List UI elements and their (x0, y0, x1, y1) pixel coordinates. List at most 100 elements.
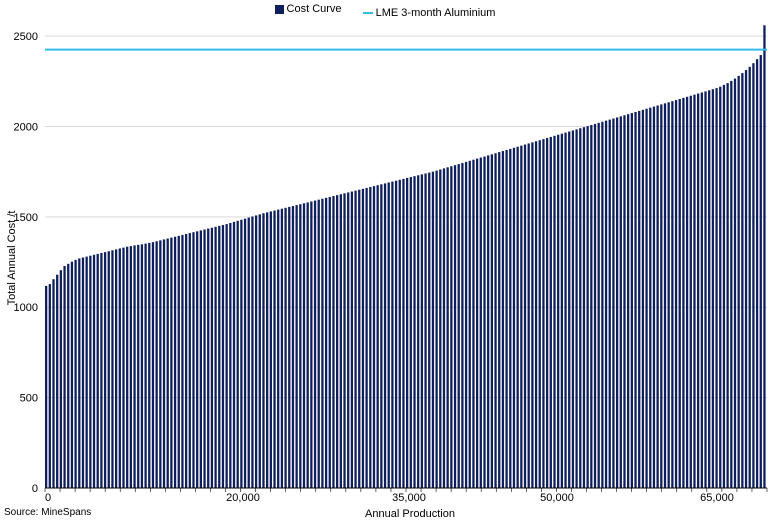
cost-curve-bar (107, 251, 110, 488)
cost-curve-bar (468, 160, 471, 489)
cost-curve-bar (582, 127, 586, 488)
cost-curve-bar (693, 94, 696, 489)
cost-curve-bar (166, 238, 169, 488)
legend-label-cost-curve: Cost Curve (286, 3, 342, 15)
cost-curve-bar (501, 151, 505, 489)
cost-curve-bar (424, 173, 427, 488)
x-tick-label: 35,000 (392, 492, 426, 504)
cost-curve-bar (733, 78, 737, 489)
cost-curve-bar (678, 98, 681, 488)
cost-curve-bar (137, 244, 140, 488)
cost-curve-bar (420, 174, 424, 488)
cost-curve-bar (450, 166, 453, 488)
cost-curve-bar (490, 154, 494, 489)
cost-curve-bar (630, 113, 633, 488)
cost-curve-bar (114, 249, 118, 488)
cost-curve-bar (674, 100, 678, 489)
cost-curve-bar (273, 210, 276, 488)
cost-curve-bar (221, 224, 225, 488)
cost-curve-bar (608, 119, 611, 488)
cost-curve-bar (210, 227, 214, 488)
cost-curve-bar (645, 108, 648, 488)
cost-curve-bar (601, 121, 604, 488)
cost-curve-bar (472, 159, 475, 488)
cost-curve-bar (188, 233, 191, 488)
cost-curve-bar (475, 158, 479, 488)
cost-curve-bar (214, 226, 217, 489)
cost-curve-bar (730, 80, 733, 489)
cost-curve-bar (243, 218, 247, 488)
cost-curve-bar (527, 143, 530, 488)
cost-curve-bar (280, 208, 284, 488)
cost-curve-bar (225, 224, 228, 489)
cost-curve-bar (593, 123, 597, 488)
cost-curve-bar (512, 147, 516, 489)
cost-curve-bar (100, 253, 103, 488)
cost-curve-bar (656, 105, 659, 488)
cost-curve-bar (251, 216, 254, 488)
cost-curve-bar (711, 89, 715, 488)
cost-curve-bar (545, 138, 549, 488)
cost-curve-bar (258, 214, 261, 489)
cost-curve-bar (604, 120, 608, 488)
cost-curve-bar (487, 155, 490, 488)
cost-curve-bar (155, 241, 158, 488)
cost-curve-bar (59, 270, 63, 488)
cost-curve-bar (332, 196, 335, 489)
cost-curve-bar (715, 88, 718, 488)
y-axis-title: Total Annual Cost /t (6, 210, 18, 306)
cost-curve-bar (118, 248, 121, 488)
cost-curve-bar (641, 109, 645, 488)
x-tick-label: 50,000 (540, 492, 574, 504)
y-tick-label: 2000 (14, 121, 38, 133)
cost-curve-bar (409, 177, 412, 489)
cost-curve-bar (302, 203, 306, 489)
cost-curve-bar (615, 117, 619, 488)
cost-curve-bars (45, 25, 766, 489)
cost-curve-bar (667, 102, 670, 488)
cost-curve-bar (236, 220, 239, 489)
cost-curve-bar (612, 118, 615, 488)
cost-curve-bar (568, 131, 571, 488)
cost-curve-bar (483, 156, 486, 488)
cost-curve-bar (520, 145, 523, 488)
cost-curve-bar (350, 191, 354, 489)
cost-curve-bar (372, 186, 376, 488)
cost-curve-bar (708, 90, 711, 489)
cost-curve-bar (442, 168, 446, 488)
cost-curve-bar (361, 188, 365, 489)
cost-curve-bar (597, 122, 600, 488)
cost-curve-bar (542, 139, 545, 488)
cost-curve-bar (685, 96, 689, 489)
cost-curve-bar (461, 162, 464, 488)
cost-curve-bar (402, 178, 405, 488)
cost-curve-bar (638, 110, 641, 489)
cost-curve-bar (354, 190, 357, 488)
cost-curve-bar (369, 187, 372, 488)
cost-curve-bar (560, 133, 563, 488)
y-tick-label: 500 (20, 393, 38, 405)
cost-curve-bar (269, 211, 272, 488)
cost-curve-bar (295, 205, 298, 488)
cost-curve-bar (218, 225, 221, 488)
cost-curve-bar (173, 236, 177, 488)
cost-curve-bar (663, 103, 667, 489)
cost-curve-bar (413, 176, 416, 488)
cost-curve-bar (697, 93, 700, 489)
cost-curve-bar (266, 212, 269, 489)
y-tick-label: 0 (32, 483, 38, 495)
cost-curve-bar (321, 198, 324, 488)
y-axis-ticks: 0 500 1000 1500 2000 2500 (14, 31, 38, 495)
cost-curve-bar (538, 140, 541, 488)
cost-curve-bar (177, 235, 180, 488)
cost-curve-bar (288, 206, 291, 488)
cost-curve-bar (446, 167, 449, 489)
cost-curve-bar (45, 285, 48, 488)
cost-curve-bar (741, 73, 744, 488)
cost-curve-bar (387, 182, 390, 488)
cost-curve-bar (464, 161, 468, 488)
cost-curve-bar (704, 91, 707, 489)
cost-curve-bar (284, 207, 287, 489)
cost-curve-bar (391, 181, 394, 488)
cost-curve-bar (505, 149, 508, 488)
